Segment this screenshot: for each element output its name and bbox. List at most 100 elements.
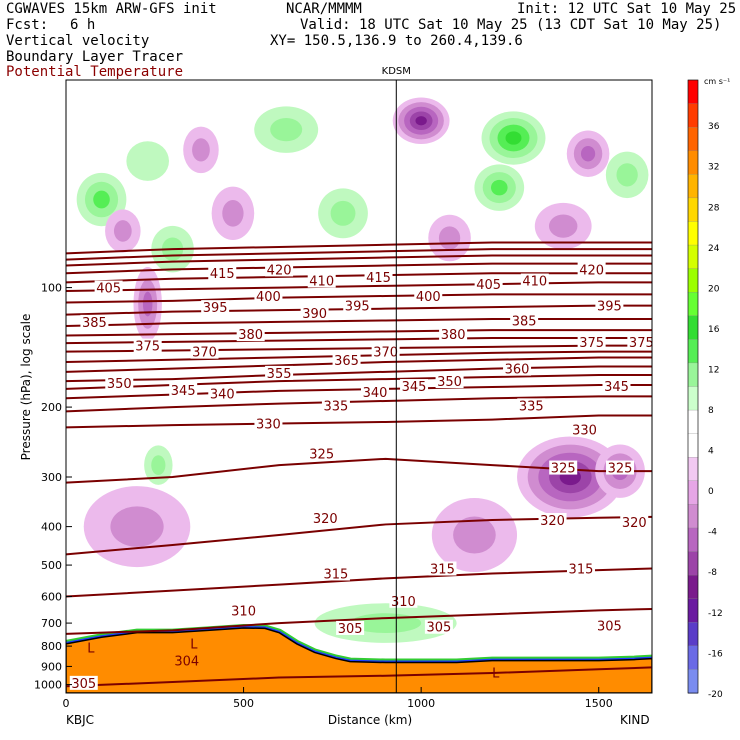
- theta-label-bg-415-1: [364, 269, 393, 284]
- colorbar-swatch-12: [687, 362, 699, 388]
- y-tick-label-700: 700: [41, 617, 62, 630]
- colorbar-label-5: 16: [708, 325, 720, 335]
- colorbar-label-14: -20: [708, 690, 723, 700]
- theta-label-340-0: 340: [210, 388, 235, 403]
- colorbar-label-7: 8: [708, 406, 714, 416]
- x-tick-label-0: 0: [63, 697, 70, 710]
- theta-contour-415: [66, 248, 652, 261]
- theta-label-415-0: 415: [210, 267, 235, 282]
- theta-label-bg-340-0: [208, 386, 237, 401]
- station-left-label: KBJC: [66, 713, 94, 727]
- vv-cell-1-0: [126, 141, 169, 181]
- vv-cell-0-2: [93, 190, 110, 209]
- theta-label-bg-350-0: [105, 376, 134, 391]
- y-tick-label-200: 200: [41, 401, 62, 414]
- colorbar-swatch-3: [687, 150, 699, 175]
- theta-label-bg-410-0: [307, 273, 336, 288]
- colorbar-swatch-10: [687, 315, 699, 340]
- colorbar-swatch-8: [687, 268, 699, 293]
- theta-label-bg-335-1: [517, 398, 546, 413]
- theta-label-bg-305-1: [336, 620, 365, 635]
- theta-label-bg-415-0: [208, 266, 237, 281]
- vv-cell-14-1: [549, 214, 578, 238]
- theta-label-bg-320-1: [538, 513, 567, 528]
- station-right-label: KIND: [620, 713, 650, 727]
- colorbar-swatch-5: [687, 197, 699, 223]
- vv-cell-5-3: [505, 131, 522, 145]
- theta-label-350-0: 350: [107, 377, 132, 392]
- colorbar: 36 32 28 24 20 16 12 8 4 0 -4 -8 -12 -16 -20 cm s⁻¹: [687, 77, 730, 700]
- colorbar-swatch-13: [687, 386, 699, 411]
- theta-label-380-0: 380: [238, 328, 263, 343]
- theta-label-bg-410-1: [520, 273, 549, 288]
- theta-label-375-2: 375: [629, 336, 654, 351]
- theta-contour-375: [66, 329, 652, 337]
- colorbar-swatch-6: [687, 221, 699, 246]
- colorbar-swatch-15: [687, 433, 699, 458]
- colorbar-swatch-19: [687, 527, 699, 553]
- y-tick-label-1000: 1000: [34, 679, 62, 692]
- theta-contour-410: [66, 254, 652, 267]
- theta-label-bg-395-1: [343, 298, 372, 313]
- theta-label-bg-370-1: [371, 344, 400, 359]
- colorbar-label-1: 32: [708, 163, 719, 173]
- theta-label-bg-340-1: [360, 384, 389, 399]
- theta-label-bg-305-3: [595, 618, 624, 633]
- theta-label-420-1: 420: [579, 263, 604, 278]
- theta-contour-390: [66, 293, 652, 304]
- colorbar-swatch-22: [687, 598, 699, 623]
- colorbar-swatch-14: [687, 409, 699, 435]
- y-tick-label-900: 900: [41, 660, 62, 673]
- theta-label-305-0: 305: [71, 677, 96, 692]
- theta-label-395-2: 395: [597, 300, 622, 315]
- vv-cell-3-4: [415, 116, 427, 126]
- header-field-vertical-velocity: Vertical velocity: [6, 33, 150, 49]
- theta-label-345-1: 345: [402, 380, 427, 395]
- theta-label-310-0: 310: [231, 604, 256, 619]
- theta-label-bg-385-0: [80, 314, 109, 329]
- theta-label-bg-375-0: [133, 338, 162, 353]
- colorbar-label-2: 28: [708, 203, 720, 213]
- theta-label-370-0: 370: [192, 346, 217, 361]
- colorbar-swatch-17: [687, 480, 699, 506]
- theta-label-bg-420-1: [577, 262, 606, 277]
- theta-label-385-1: 385: [512, 314, 537, 329]
- header-valid: Valid: 18 UTC Sat 10 May 25 (13 CDT Sat …: [300, 17, 722, 33]
- y-tick-label-500: 500: [41, 559, 62, 572]
- theta-label-bg-345-0: [169, 382, 198, 397]
- theta-label-400-1: 400: [416, 290, 441, 305]
- theta-contour-420: [66, 241, 652, 255]
- vv-cell-7-1: [616, 163, 638, 187]
- theta-label-bg-370-0: [190, 344, 219, 359]
- station-top-label: KDSM: [382, 66, 411, 77]
- y-axis-title: Pressure (hPa), log scale: [19, 314, 33, 461]
- theta-label-395-1: 395: [345, 300, 370, 315]
- theta-label-380-1: 380: [441, 328, 466, 343]
- theta-label-bg-390-0: [300, 306, 329, 321]
- theta-label-340-1: 340: [363, 386, 388, 401]
- theta-label-370-1: 370: [373, 346, 398, 361]
- vv-cell-4-2: [490, 179, 508, 196]
- theta-label-bg-380-1: [439, 327, 468, 342]
- terrain-label-1: L: [190, 637, 198, 652]
- theta-label-355-0: 355: [267, 367, 292, 382]
- colorbar-label-4: 20: [708, 284, 720, 294]
- colorbar-swatch-18: [687, 504, 699, 529]
- vv-cell-20-1: [453, 516, 496, 554]
- colorbar-label-3: 24: [708, 244, 720, 254]
- theta-label-bg-365-0: [332, 352, 361, 367]
- theta-label-325-2: 325: [608, 462, 633, 477]
- theta-contour-320: [66, 515, 652, 556]
- theta-label-400-0: 400: [256, 290, 281, 305]
- colorbar-label-8: 4: [708, 447, 714, 457]
- colorbar-label-13: -16: [708, 649, 723, 659]
- theta-label-bg-305-2: [424, 619, 453, 634]
- colorbar-frame: [687, 79, 699, 694]
- theta-label-410-1: 410: [522, 275, 547, 290]
- y-tick-label-600: 600: [41, 591, 62, 604]
- colorbar-swatch-16: [687, 457, 699, 482]
- vv-cell-9-1: [222, 199, 244, 227]
- theta-label-bg-420-0: [265, 262, 294, 277]
- colorbar-swatch-7: [687, 244, 699, 270]
- theta-label-420-0: 420: [267, 263, 292, 278]
